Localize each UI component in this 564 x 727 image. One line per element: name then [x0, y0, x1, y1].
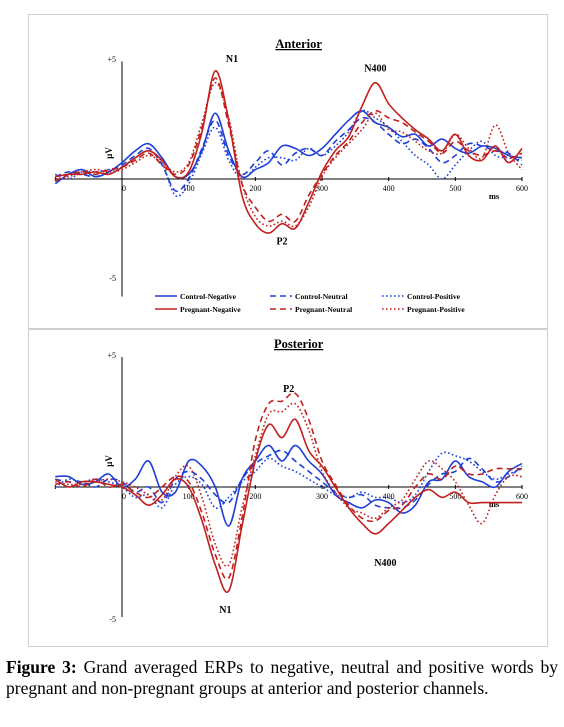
series-line-control-negative — [54, 110, 523, 185]
series-line-pregnant-negative — [54, 418, 522, 594]
series-line-pregnant-positive — [55, 402, 523, 568]
y-tick-label-top: +5 — [107, 55, 116, 64]
anterior-panel-border — [28, 14, 548, 329]
y-axis-label: µV — [104, 455, 114, 467]
erp-charts: Anterior 100 200 300 400 500 600 0 ms +5 -5 µV N1 N40… — [54, 37, 528, 624]
x-tick-label: 200 — [249, 492, 261, 501]
x-tick-label: 500 — [449, 184, 461, 193]
legend-label: Pregnant-Neutral — [295, 305, 352, 314]
y-tick-label-top: +5 — [107, 351, 116, 360]
x-tick-label: 400 — [383, 492, 395, 501]
series-line-pregnant-negative — [55, 70, 523, 234]
legend-label: Control-Neutral — [295, 292, 348, 301]
x-axis-label: ms — [489, 191, 500, 201]
chart-anterior: Anterior 100 200 300 400 500 600 0 ms +5 -5 µV N1 N40… — [54, 37, 528, 314]
annotation-n400: N400 — [374, 558, 396, 569]
figure: Anterior 100 200 300 400 500 600 0 ms +5 -5 µV N1 N40… — [28, 14, 548, 647]
series-line-pregnant-neutral — [55, 392, 522, 580]
x-tick-label: 100 — [183, 184, 195, 193]
x-tick-label: 300 — [316, 184, 328, 193]
y-axis-label: µV — [104, 147, 114, 159]
figure-caption: Figure 3: Grand averaged ERPs to negativ… — [6, 657, 558, 699]
x-tick-label: 500 — [449, 492, 461, 501]
series-line-control-positive — [54, 451, 523, 509]
y-tick-label-bottom: -5 — [109, 615, 116, 624]
caption-text: Grand averaged ERPs to negative, neutral… — [6, 657, 558, 698]
legend-label: Control-Negative — [180, 292, 237, 301]
x-tick-label: 100 — [183, 492, 195, 501]
annotation-p2: P2 — [276, 237, 287, 248]
legend-label: Pregnant-Positive — [407, 305, 465, 314]
x-tick-label: 200 — [249, 184, 261, 193]
x-tick-label-zero: 0 — [122, 184, 126, 193]
series-line-control-neutral — [55, 449, 523, 510]
series-line-control-negative — [55, 444, 523, 527]
x-tick-label: 400 — [383, 184, 395, 193]
legend-label: Pregnant-Negative — [180, 305, 241, 314]
x-tick-label: 600 — [516, 492, 528, 501]
annotation-n400: N400 — [364, 64, 386, 75]
legend-label: Control-Positive — [407, 292, 461, 301]
series-line-pregnant-neutral — [54, 77, 523, 223]
chart-title: Anterior — [275, 37, 322, 51]
chart-title: Posterior — [274, 337, 324, 351]
legend: Control-Negative Control-Neutral Control-P… — [155, 292, 465, 314]
chart-posterior: Posterior 100 200 300 400 500 600 0 ms +5 -5 µV P2 N4… — [54, 337, 528, 624]
x-tick-label-zero: 0 — [122, 492, 126, 501]
posterior-panel-border — [28, 329, 548, 647]
y-tick-label-bottom: -5 — [109, 274, 116, 283]
x-tick-label: 300 — [316, 492, 328, 501]
x-axis-label: ms — [489, 499, 500, 509]
caption-label: Figure 3: — [6, 657, 77, 677]
annotation-n1: N1 — [219, 605, 231, 616]
annotation-p2: P2 — [283, 384, 294, 395]
x-tick-label: 600 — [516, 184, 528, 193]
annotation-n1: N1 — [226, 54, 238, 65]
